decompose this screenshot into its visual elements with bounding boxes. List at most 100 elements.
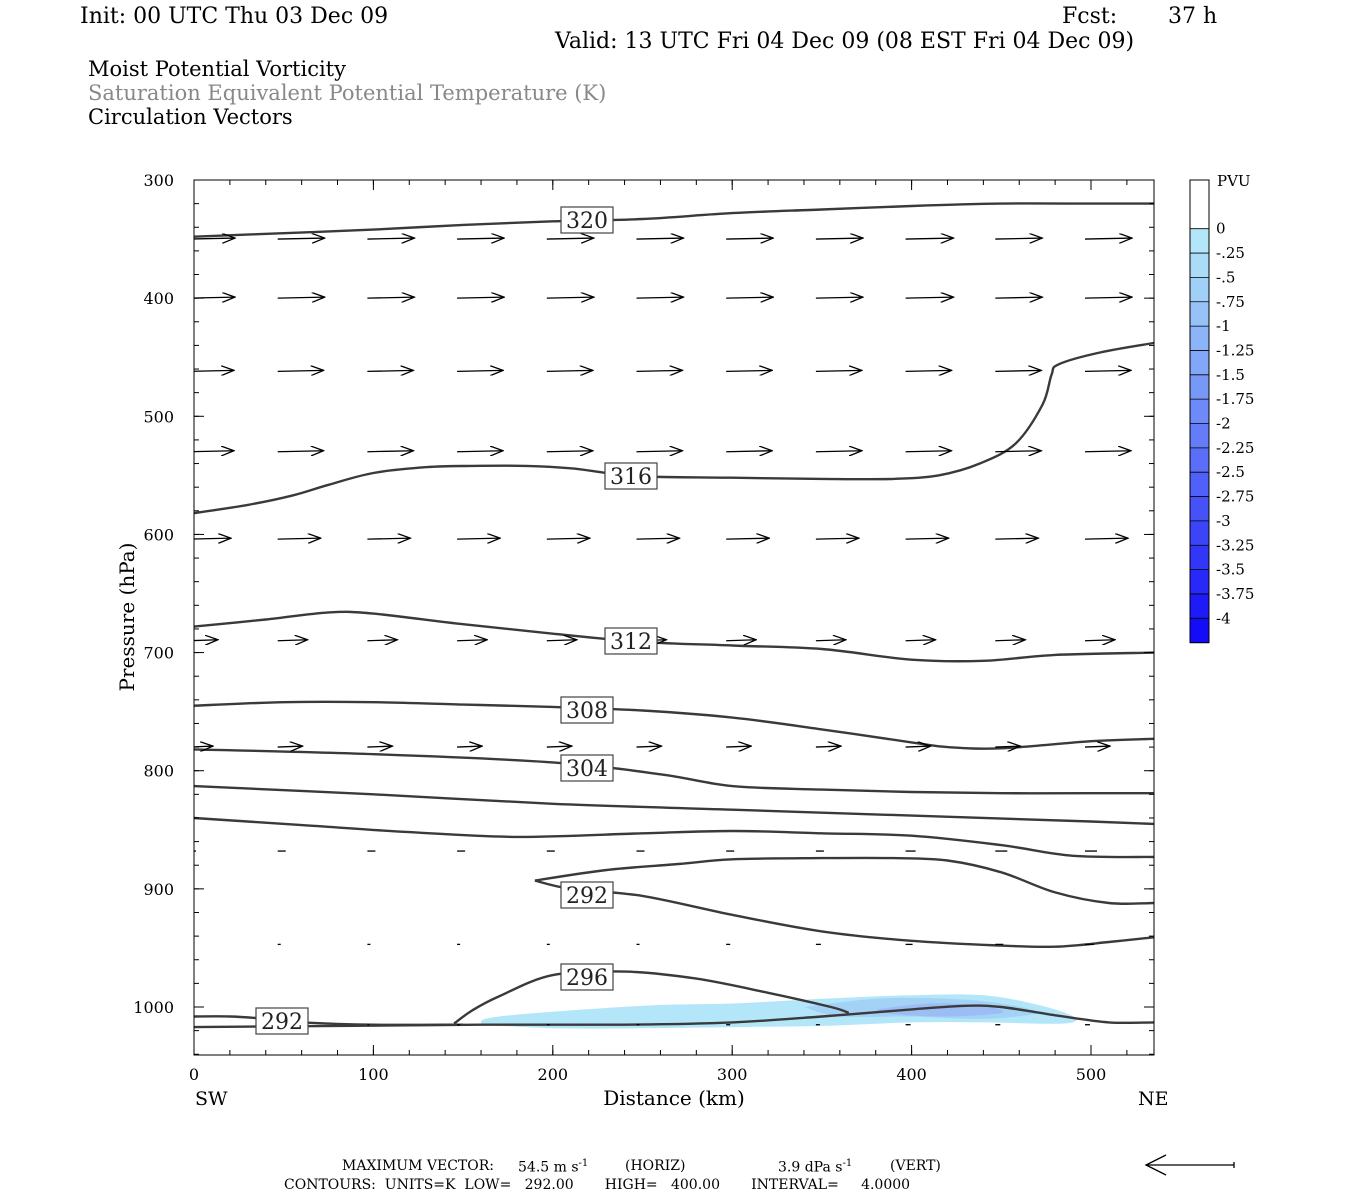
colorbar-swatch <box>1190 423 1209 449</box>
circulation-vector <box>815 640 846 641</box>
colorbar-label: -2.75 <box>1216 488 1254 506</box>
circulation-vector <box>367 238 414 239</box>
circulation-vector <box>194 238 235 239</box>
circulation-vector <box>546 538 590 539</box>
horiz-tag: (HORIZ) <box>625 1158 686 1174</box>
contour-label: 308 <box>566 699 608 724</box>
circulation-vector <box>815 238 863 239</box>
contour-label-box <box>560 696 614 724</box>
circulation-vector <box>815 746 841 747</box>
circulation-vector <box>905 297 954 298</box>
circulation-vector <box>1084 746 1110 747</box>
colorbar-swatch <box>1190 496 1209 522</box>
contour-line-4 <box>194 748 1154 795</box>
plot-frame <box>193 179 1155 1056</box>
colorbar-swatch <box>1190 228 1209 254</box>
colorbar-swatch <box>1190 399 1209 424</box>
colorbar-swatch <box>1190 204 1209 230</box>
colorbar-label: -1.25 <box>1216 341 1254 359</box>
circulation-vector <box>636 297 684 298</box>
circulation-vector <box>277 538 321 539</box>
circulation-vector <box>277 238 325 239</box>
circulation-vector <box>367 297 414 298</box>
colorbar-label: -.25 <box>1216 244 1245 262</box>
colorbar-swatch <box>1190 301 1209 327</box>
contour-line-3 <box>194 700 1154 750</box>
circulation-vector <box>815 538 859 539</box>
max-vector-horiz: 54.5 m s-1 <box>518 1158 589 1176</box>
colorbar-label: -2 <box>1216 415 1231 433</box>
circulation-vector <box>457 238 504 239</box>
circulation-vector <box>367 451 413 452</box>
circulation-vector <box>546 370 593 371</box>
init-time: Init: 00 UTC Thu 03 Dec 09 <box>80 4 389 29</box>
colorbar-swatch <box>1190 374 1209 400</box>
circulation-vector <box>194 538 231 539</box>
circulation-vector <box>277 746 303 747</box>
x-tick-label: 300 <box>717 1065 748 1084</box>
colorbar-swatch <box>1190 350 1209 376</box>
circulation-vector <box>905 538 949 539</box>
colorbar-label: -.5 <box>1216 268 1235 286</box>
circulation-vector <box>367 746 392 747</box>
circulation-vector <box>194 746 213 747</box>
y-tick-label: 800 <box>143 762 174 781</box>
contour-line-0 <box>194 202 1154 238</box>
colorbar-swatch <box>1190 180 1209 205</box>
circulation-vector <box>815 297 863 298</box>
circulation-vector <box>546 297 594 298</box>
theta-es-contours <box>194 202 1154 1029</box>
contour-line-8 <box>534 879 1154 949</box>
circulation-vector <box>905 746 931 747</box>
circulation-vector <box>367 640 397 641</box>
contour-line-2 <box>194 610 1154 663</box>
circulation-vector <box>726 451 772 452</box>
colorbar-frame <box>1189 179 1210 644</box>
max-vector-vert: 3.9 dPa s-1 <box>778 1158 853 1176</box>
circulation-vector <box>1084 451 1131 452</box>
contour-line-1 <box>194 341 1154 515</box>
max-vector-label: MAXIMUM VECTOR: <box>342 1158 494 1174</box>
colorbar-label: -1.75 <box>1216 390 1254 408</box>
colorbar-swatch <box>1190 277 1209 303</box>
title-mpv: Moist Potential Vorticity <box>88 57 346 81</box>
colorbar-label: -1.5 <box>1216 366 1245 384</box>
colorbar-swatch <box>1190 447 1209 473</box>
circulation-vector <box>277 297 325 298</box>
colorbar-label: -.75 <box>1216 293 1245 311</box>
colorbar-swatch <box>1190 253 1209 278</box>
contour-label: 292 <box>566 884 608 909</box>
contour-label-box <box>255 1007 309 1035</box>
circulation-vector <box>726 238 773 239</box>
forecast-label: Fcst: <box>1062 4 1118 29</box>
contour-label-box <box>604 627 658 655</box>
colorbar-label: -2.5 <box>1216 463 1245 481</box>
x-end-right: NE <box>1138 1088 1169 1110</box>
colorbar-label: -3.5 <box>1216 561 1245 579</box>
forecast-hour: 37 h <box>1168 4 1218 29</box>
y-axis-title: Pressure (hPa) <box>115 543 139 692</box>
colorbar-label: -2.25 <box>1216 439 1254 457</box>
x-end-left: SW <box>195 1088 228 1110</box>
circulation-vector <box>636 538 680 539</box>
y-tick-label: 400 <box>143 289 174 308</box>
circulation-vector <box>277 640 308 641</box>
circulation-vector <box>995 746 1020 747</box>
contour-label: 292 <box>261 1010 303 1035</box>
circulation-vector <box>995 238 1042 239</box>
contour-line-9 <box>453 970 850 1025</box>
circulation-vector <box>457 370 503 371</box>
circulation-vector <box>815 370 862 371</box>
circulation-vector <box>457 640 487 641</box>
colorbar-swatch <box>1190 472 1209 498</box>
circulation-vector <box>905 370 952 371</box>
contour-line-7 <box>534 856 1154 905</box>
colorbar-swatch <box>1190 326 1209 351</box>
circulation-vector <box>636 451 683 452</box>
contour-line-6 <box>194 816 1154 859</box>
circulation-vectors <box>194 238 1132 1026</box>
colorbar: 0 -.25 -.5 -.75 -1 -1.25 -1.5 -1.75 -2 -2.25 -2.5 -… <box>1189 179 1254 644</box>
circulation-vector <box>457 297 504 298</box>
contour-label: 316 <box>610 465 652 490</box>
vert-tag: (VERT) <box>890 1158 941 1174</box>
